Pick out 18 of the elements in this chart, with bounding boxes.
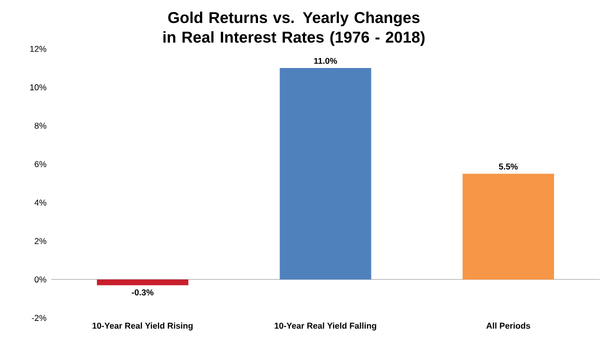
- y-tick-label: 4%: [34, 200, 46, 206]
- data-label: -0.3%: [132, 290, 154, 296]
- y-tick-label: 0%: [34, 276, 46, 283]
- bar: [96, 280, 188, 286]
- bar: [462, 174, 554, 280]
- y-tick-label: 2%: [34, 238, 46, 244]
- y-tick-label: 10%: [30, 84, 46, 90]
- x-tick-label: 10-Year Real Yield Rising: [92, 322, 193, 331]
- data-label: 5.5%: [498, 164, 518, 170]
- y-tick-label: 8%: [34, 122, 46, 129]
- x-tick-label: All Periods: [486, 322, 530, 329]
- y-tick-label: 6%: [34, 161, 46, 168]
- x-tick-label: 10-Year Real Yield Falling: [274, 322, 376, 331]
- y-tick-label: -2%: [32, 315, 46, 321]
- chart-title: Gold Returns vs. Yearly Changes in Real Interest Rates (1976 - 2018): [163, 12, 425, 46]
- data-label: 11.0%: [314, 58, 338, 64]
- y-tick-label: 12%: [30, 46, 46, 52]
- bar: [280, 68, 372, 280]
